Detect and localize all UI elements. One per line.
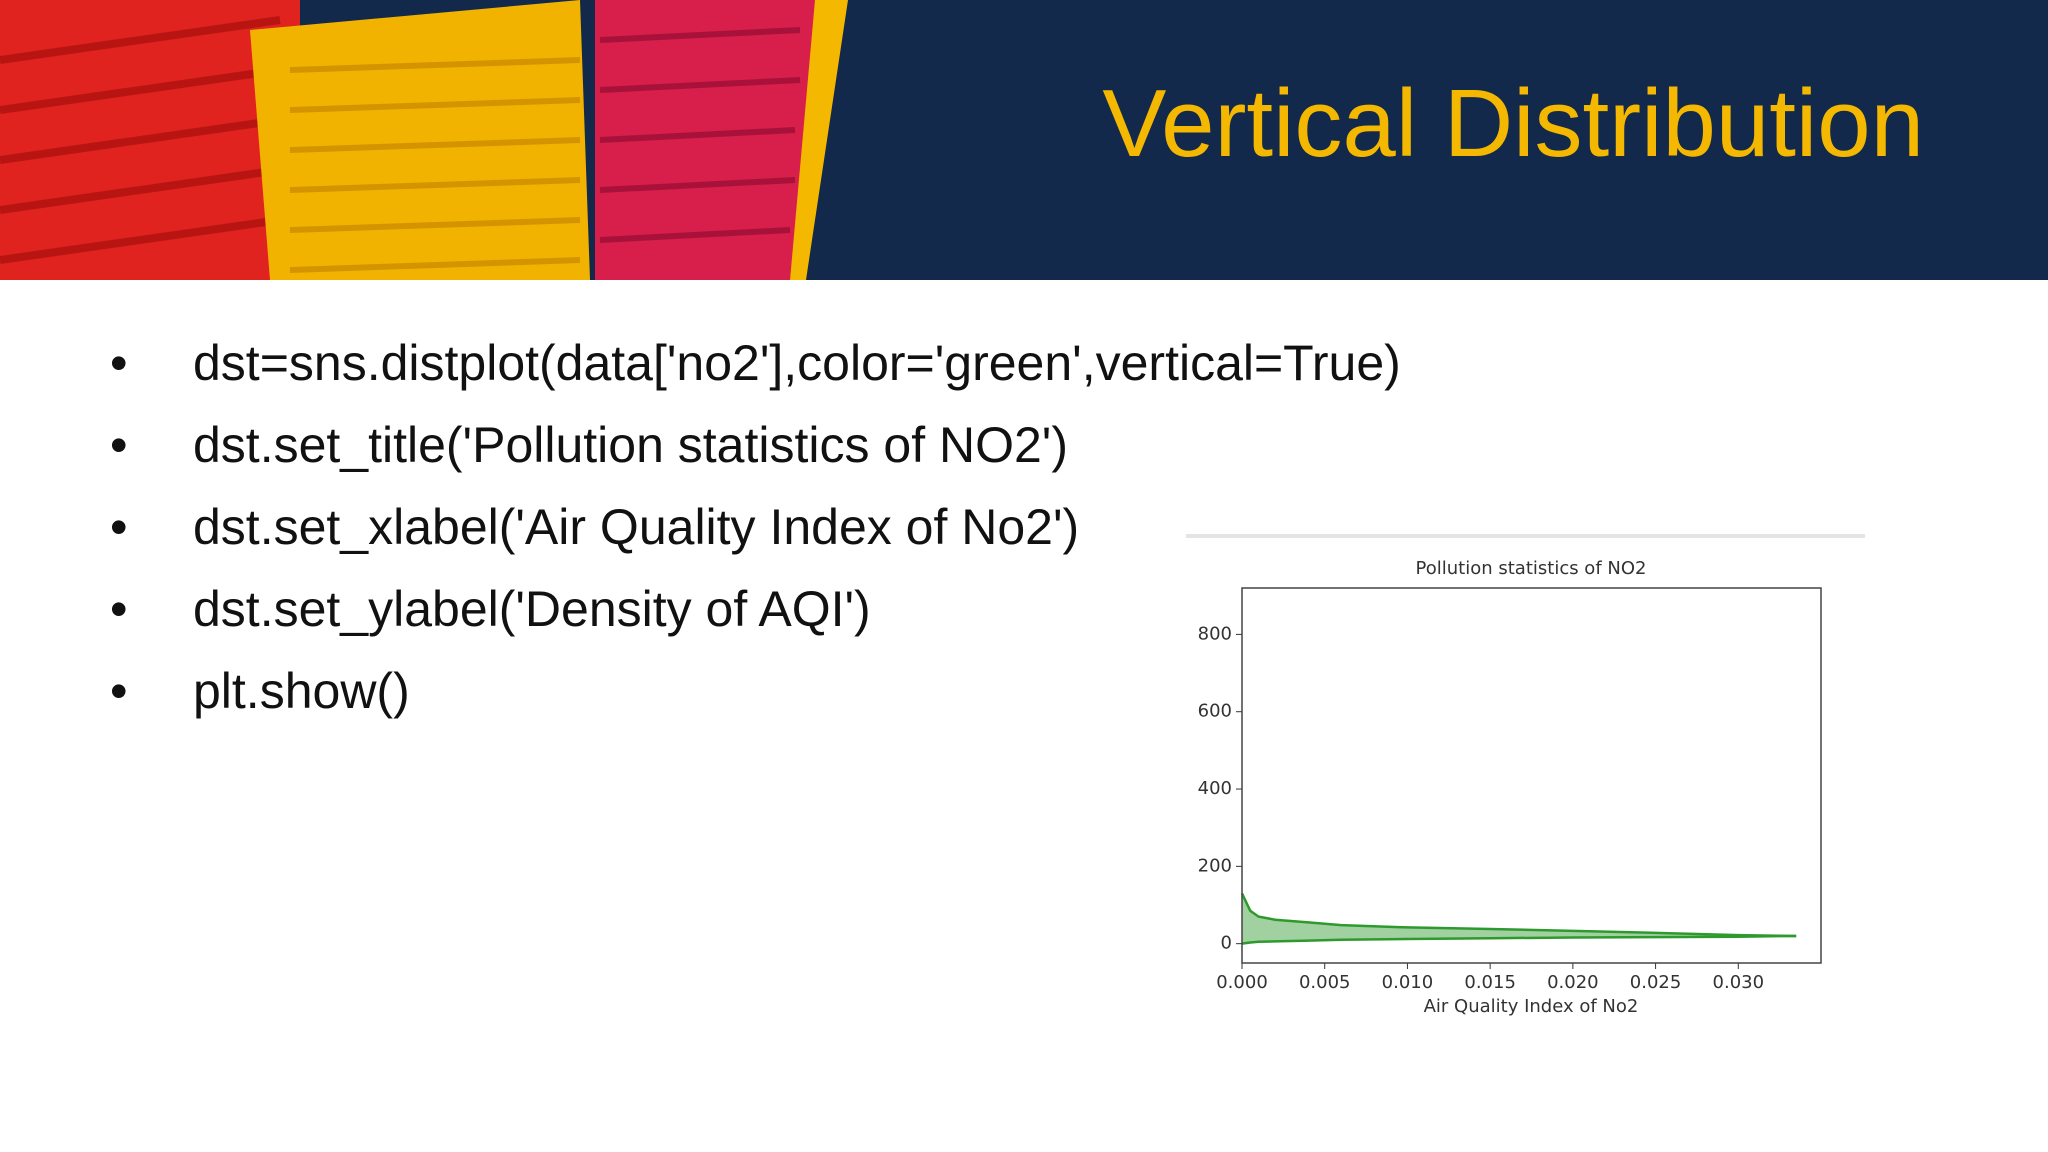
bullet: dst=sns.distplot(data['no2'],color='gree… — [110, 322, 1401, 404]
x-tick-label: 0.025 — [1630, 972, 1682, 993]
y-tick-label: 400 — [1198, 778, 1232, 799]
density-area — [1242, 893, 1797, 944]
y-tick-label: 0 — [1221, 933, 1232, 954]
x-tick-label: 0.030 — [1713, 972, 1765, 993]
bullet: dst.set_ylabel('Density of AQI') — [110, 568, 1401, 650]
x-axis-label: Air Quality Index of No2 — [1424, 996, 1639, 1017]
bullet: dst.set_xlabel('Air Quality Index of No2… — [110, 486, 1401, 568]
bullet: dst.set_title('Pollution statistics of N… — [110, 404, 1401, 486]
yellow-stripes — [289, 57, 581, 273]
red-stripes — [0, 16, 281, 264]
x-tick-label: 0.010 — [1382, 972, 1434, 993]
header-image — [0, 0, 848, 280]
bullet-list: dst=sns.distplot(data['no2'],color='gree… — [110, 322, 1401, 732]
x-tick-label: 0.005 — [1299, 972, 1351, 993]
slide-title: Vertical Distribution — [1102, 70, 1924, 177]
bullet: plt.show() — [110, 650, 1401, 732]
plot-frame — [1241, 587, 1822, 964]
y-tick-label: 200 — [1198, 855, 1232, 876]
y-tick-label: 600 — [1198, 701, 1232, 722]
y-tick-label: 800 — [1198, 623, 1232, 644]
x-tick-label: 0.015 — [1464, 972, 1516, 993]
x-tick-label: 0.000 — [1216, 972, 1268, 993]
pink-stripes — [599, 27, 801, 243]
x-tick-label: 0.020 — [1547, 972, 1599, 993]
diagonal-band — [790, 0, 848, 280]
header: Vertical Distribution — [0, 0, 2048, 280]
density-line — [1240, 892, 1797, 938]
chart-title: Pollution statistics of NO2 — [1416, 558, 1647, 579]
density-line — [1241, 934, 1797, 945]
container-pink — [595, 0, 820, 280]
